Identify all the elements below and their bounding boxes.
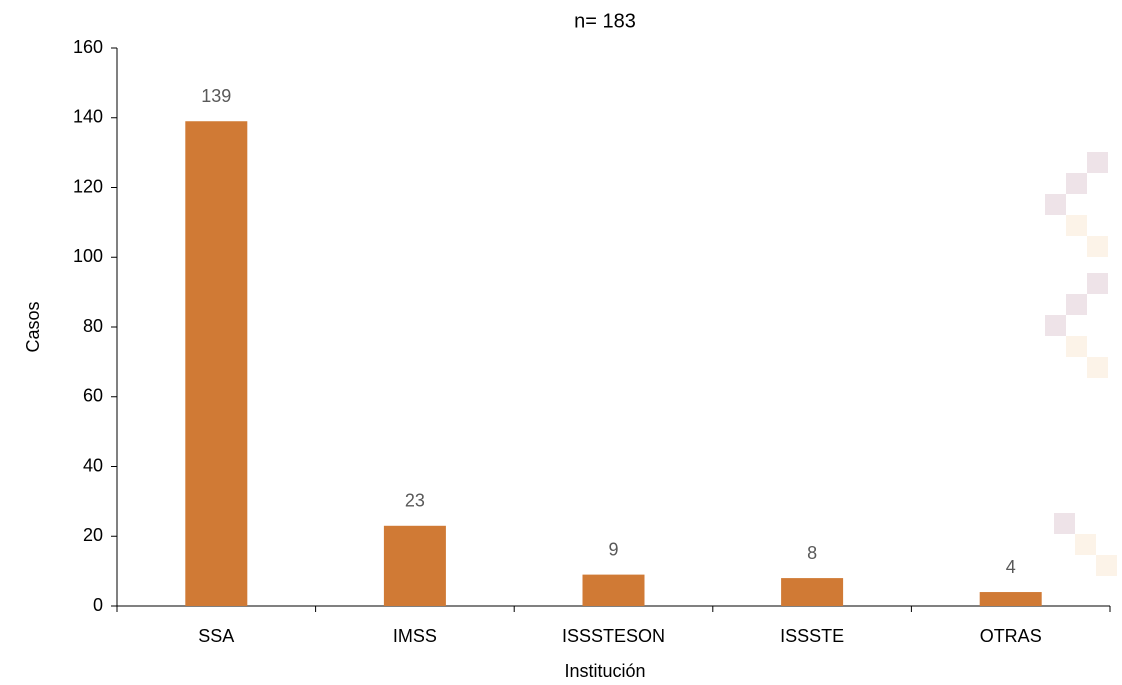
bar: [582, 574, 645, 606]
y-tick-label: 20: [83, 525, 103, 545]
y-tick-label: 100: [73, 246, 103, 266]
bar: [781, 578, 844, 606]
data-label: 9: [608, 539, 618, 559]
y-tick-label: 120: [73, 176, 103, 196]
data-label: 23: [405, 491, 425, 511]
y-tick-label: 60: [83, 386, 103, 406]
data-label: 139: [201, 86, 231, 106]
y-tick-label: 40: [83, 455, 103, 475]
x-tick-label: IMSS: [393, 626, 437, 646]
bar: [185, 121, 248, 607]
x-tick-label: OTRAS: [980, 626, 1042, 646]
bar: [383, 525, 446, 606]
x-tick-label: ISSSTESON: [562, 626, 665, 646]
x-axis-label: Institución: [564, 661, 645, 681]
data-label: 8: [807, 543, 817, 563]
bar: [979, 592, 1042, 606]
y-tick-label: 140: [73, 107, 103, 127]
y-tick-label: 160: [73, 37, 103, 57]
data-label: 4: [1006, 557, 1016, 577]
y-tick-label: 0: [93, 595, 103, 615]
background-decoration: [1045, 152, 1117, 576]
chart-title: n= 183: [574, 10, 636, 32]
x-tick-label: ISSSTE: [780, 626, 844, 646]
x-tick-label: SSA: [198, 626, 234, 646]
y-axis-label: Casos: [23, 301, 43, 352]
y-tick-label: 80: [83, 316, 103, 336]
